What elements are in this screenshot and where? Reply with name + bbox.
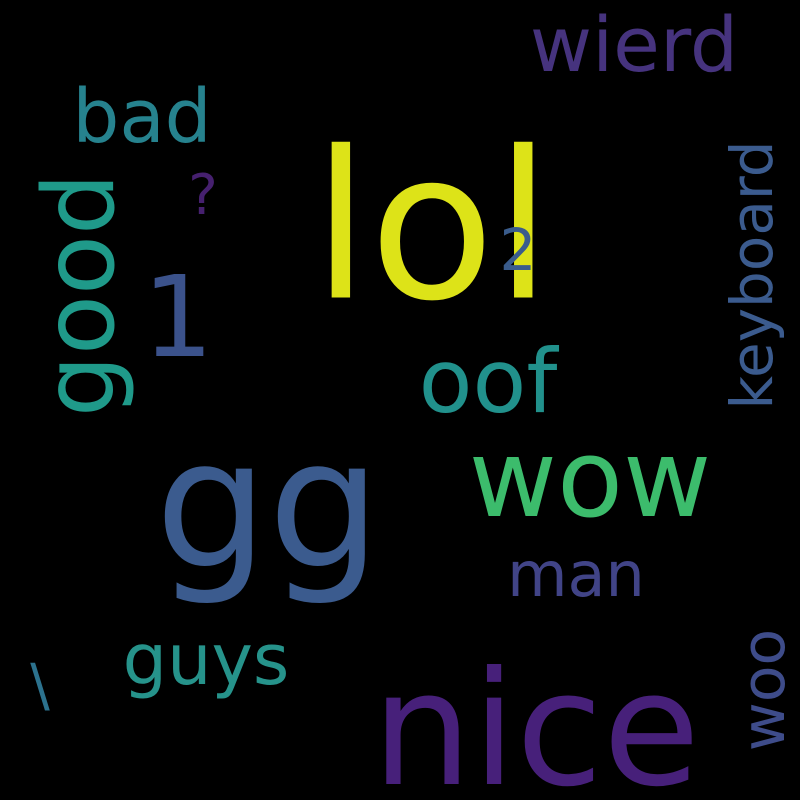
word-wow: wow <box>468 417 712 542</box>
word-backslash: \ <box>30 651 50 719</box>
word-wierd: wierd <box>529 0 739 89</box>
word-woo: woo <box>729 628 799 752</box>
word-good: good <box>23 172 137 418</box>
word-gg: gg <box>155 401 381 608</box>
word-bad: bad <box>72 74 212 160</box>
word-keyboard: keyboard <box>718 140 786 410</box>
word-1: 1 <box>142 253 214 383</box>
word-nice: nice <box>371 638 701 800</box>
word-2: 2 <box>499 216 537 284</box>
word-oof: oof <box>418 330 558 433</box>
word-man: man <box>507 538 645 611</box>
word-question: ? <box>188 163 218 228</box>
word-guys: guys <box>122 619 290 701</box>
word-lol: lol <box>312 108 552 347</box>
